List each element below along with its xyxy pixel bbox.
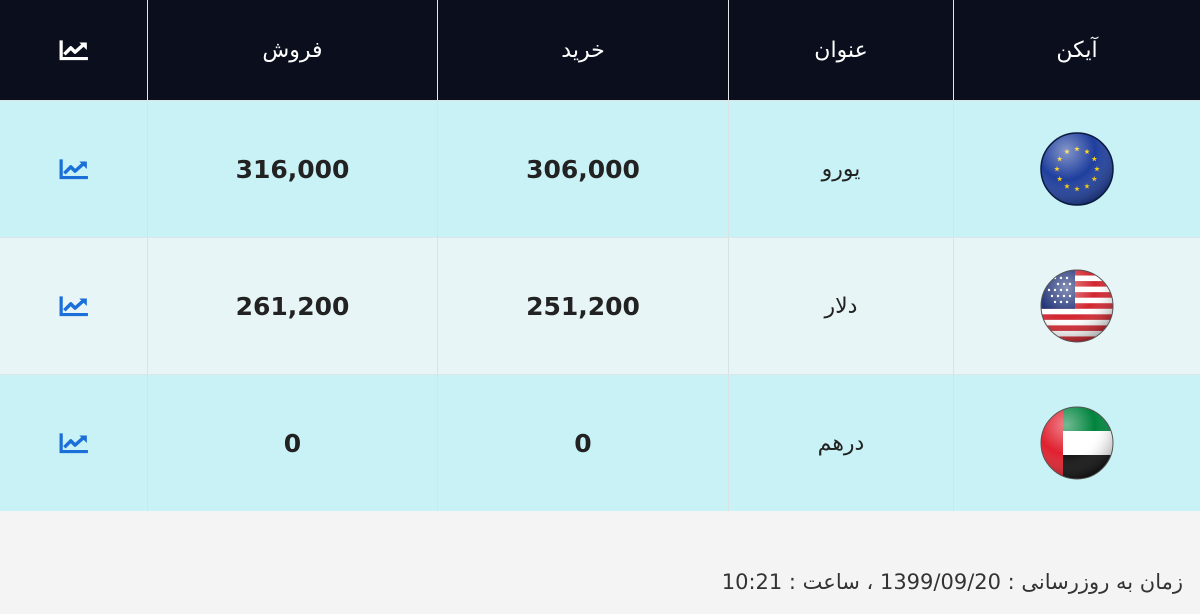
currency-name: یورو bbox=[728, 101, 953, 237]
us-flag bbox=[1040, 269, 1114, 343]
eu-flag bbox=[1040, 132, 1114, 206]
table-row: 316,000 306,000 یورو bbox=[0, 100, 1200, 237]
icon-cell bbox=[953, 238, 1200, 374]
header-cell: عنوان bbox=[728, 0, 953, 100]
chart-cell bbox=[0, 238, 147, 374]
sell-price: 0 bbox=[147, 375, 437, 511]
icon-cell bbox=[953, 375, 1200, 511]
chart-cell bbox=[0, 375, 147, 511]
icon-cell bbox=[953, 101, 1200, 237]
currency-name: دلار bbox=[728, 238, 953, 374]
table-header: فروش خرید عنوان آیکن bbox=[0, 0, 1200, 100]
chart-header-cell bbox=[0, 0, 147, 100]
header-cell: آیکن bbox=[953, 0, 1200, 100]
update-time: زمان به روزرسانی : 1399/09/20 ، ساعت : 1… bbox=[721, 570, 1183, 594]
buy-price: 306,000 bbox=[437, 101, 728, 237]
uae-flag bbox=[1040, 406, 1114, 480]
header-cell: فروش bbox=[147, 0, 437, 100]
chart-icon[interactable] bbox=[59, 158, 89, 180]
chart-icon[interactable] bbox=[59, 432, 89, 454]
header-cell: خرید bbox=[437, 0, 728, 100]
table-row: 0 0 درهم bbox=[0, 374, 1200, 511]
sell-price: 261,200 bbox=[147, 238, 437, 374]
buy-price: 251,200 bbox=[437, 238, 728, 374]
chart-icon bbox=[59, 39, 89, 61]
footer: زمان به روزرسانی : 1399/09/20 ، ساعت : 1… bbox=[0, 512, 1200, 614]
chart-cell bbox=[0, 101, 147, 237]
chart-icon[interactable] bbox=[59, 295, 89, 317]
table-row: 261,200 251,200 دلار bbox=[0, 237, 1200, 374]
currency-name: درهم bbox=[728, 375, 953, 511]
buy-price: 0 bbox=[437, 375, 728, 511]
sell-price: 316,000 bbox=[147, 101, 437, 237]
